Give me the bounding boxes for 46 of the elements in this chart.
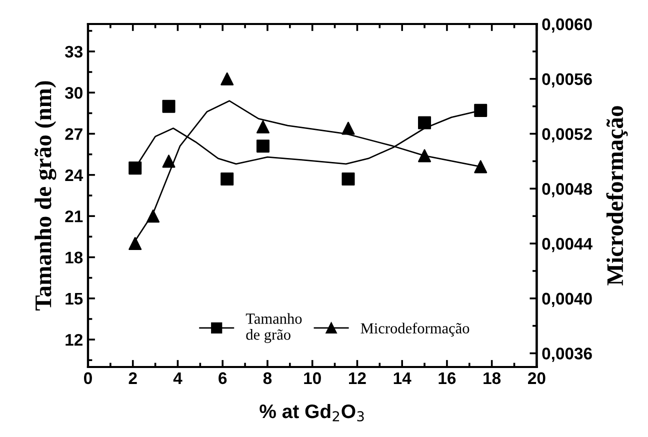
point: [418, 149, 432, 162]
point: [128, 162, 142, 175]
y-axis-title: Tamanho de grão (nm): [34, 81, 56, 310]
x-tick-label: 12: [349, 372, 366, 384]
y2-tick-label: 0,0060: [542, 18, 592, 33]
x-tick-label: 6: [218, 372, 227, 384]
x-tick-label: 16: [438, 372, 456, 384]
y-tick-label: 12: [66, 334, 82, 346]
y-tick-label: 18: [66, 252, 83, 264]
y2-tick-label: 0,0044: [542, 238, 592, 252]
point: [474, 160, 488, 174]
y2-tick-label: 0,0052: [542, 128, 592, 142]
x-axis-title: % at Gd$_{2}$O$_{3}$: [260, 404, 364, 422]
y-tick-label: 15: [66, 292, 83, 305]
y-tick-label: 33: [64, 46, 83, 58]
x-tick-label: 20: [528, 372, 546, 384]
y2-tick-label: 0,0036: [542, 348, 592, 362]
point: [220, 172, 234, 186]
x-tick-label: 10: [304, 372, 321, 384]
point: [474, 104, 488, 117]
y2-tick-label: 0,0056: [542, 73, 592, 88]
x-tick-label: 2: [128, 372, 137, 384]
point: [342, 172, 355, 186]
y2-tick-label: 0,0040: [542, 292, 592, 308]
point: [418, 116, 432, 130]
point: [146, 210, 160, 223]
legend-label: Microdeformação: [360, 322, 470, 337]
x-tick-label: 18: [484, 372, 501, 384]
legend-label: Tamanho de grão: [246, 313, 302, 343]
y-tick-label: 27: [65, 128, 82, 140]
y2-axis-title: Microdeformação: [606, 106, 628, 286]
point: [162, 100, 176, 113]
point: [128, 237, 142, 250]
y-tick-label: 24: [65, 169, 84, 181]
point: [162, 154, 176, 168]
y-tick-label: 30: [64, 87, 82, 99]
x-tick-label: 0: [84, 372, 92, 384]
point: [256, 140, 270, 153]
point: [220, 72, 234, 86]
point: [256, 120, 270, 134]
y-tick-label: 21: [65, 210, 83, 222]
x-tick-label: 14: [394, 372, 412, 384]
x-tick-label: 8: [263, 372, 272, 384]
point: [342, 122, 355, 135]
y2-tick-label: 0,0048: [542, 183, 592, 198]
x-tick-label: 4: [173, 372, 182, 384]
